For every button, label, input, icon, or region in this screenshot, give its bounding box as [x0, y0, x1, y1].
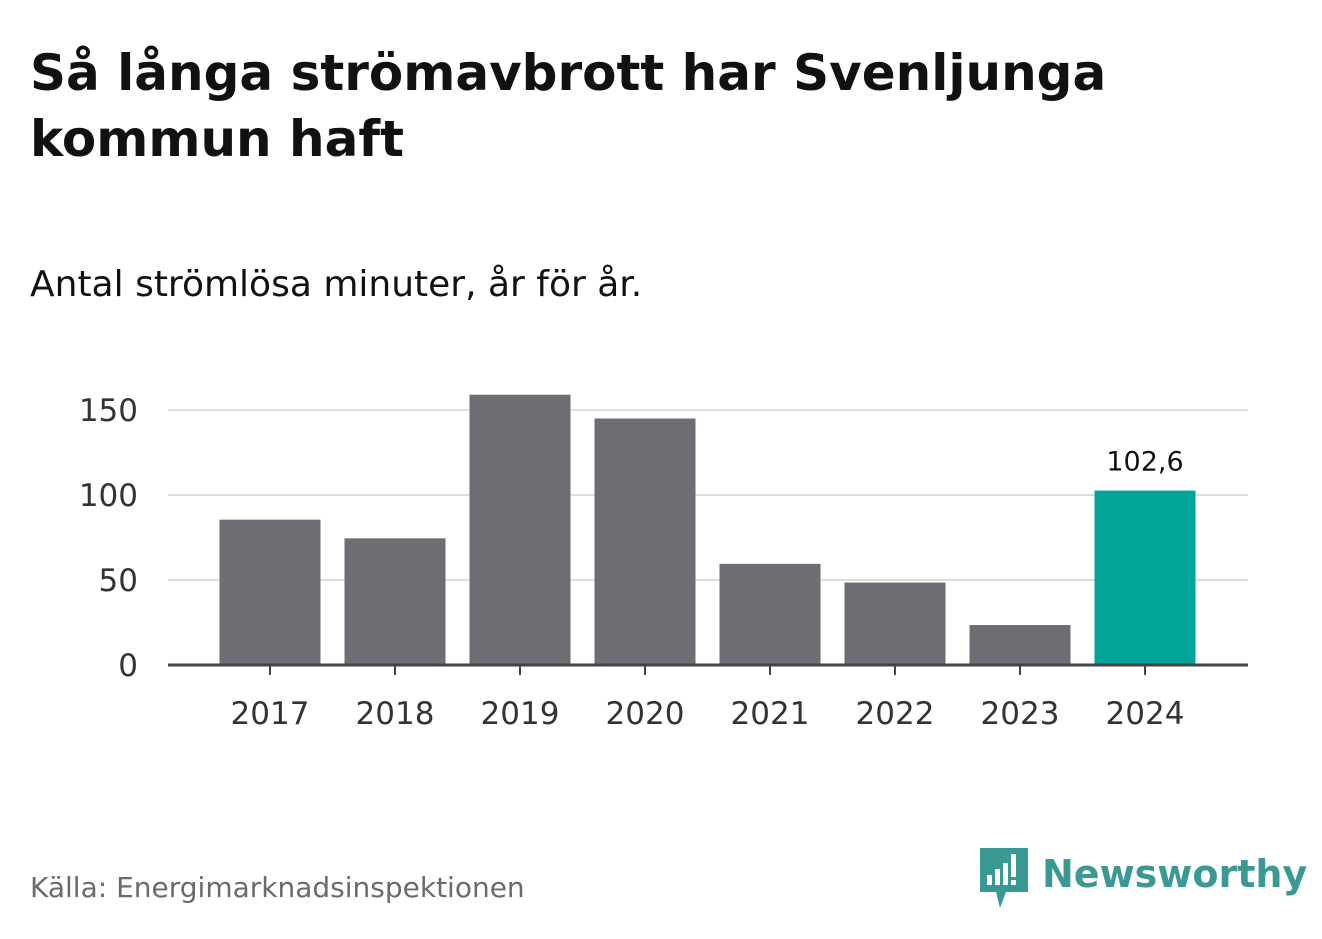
y-tick-label: 150: [79, 393, 138, 429]
x-tick-label: 2022: [856, 696, 935, 732]
x-tick-label: 2024: [1106, 696, 1185, 732]
bar-2022: [844, 582, 946, 665]
x-tick-label: 2017: [231, 696, 310, 732]
brand-name: Newsworthy: [1042, 852, 1308, 896]
bar-2021: [719, 563, 821, 665]
newsworthy-logo-icon: [980, 848, 1028, 908]
x-tick-label: 2023: [981, 696, 1060, 732]
bar-2017: [219, 519, 321, 665]
bar-2023: [969, 625, 1071, 665]
bar-chart: 0 50 100 150 2017 2018 2019 2020 2021 2022 2023 202…: [79, 393, 1248, 732]
x-tick-label: 2019: [481, 696, 560, 732]
x-tick-label: 2021: [731, 696, 810, 732]
bar-2019: [469, 394, 571, 665]
bar-2018: [344, 538, 446, 665]
brand-logo: Newsworthy: [980, 848, 1307, 912]
y-tick-label: 100: [79, 478, 138, 514]
bar-2020: [594, 418, 696, 665]
y-tick-label: 50: [99, 563, 138, 599]
x-tick-label: 2020: [606, 696, 685, 732]
bar-2024: [1094, 490, 1196, 665]
x-tick-label: 2018: [356, 696, 435, 732]
y-tick-label: 0: [118, 648, 138, 684]
chart-subtitle: Antal strömlösa minuter, år för år.: [30, 264, 643, 305]
data-label: 102,6: [1106, 447, 1183, 478]
chart-title: Så långa strömavbrott har Svenljunga kom…: [30, 44, 1107, 168]
source-note: Källa: Energimarknadsinspektionen: [30, 871, 525, 904]
